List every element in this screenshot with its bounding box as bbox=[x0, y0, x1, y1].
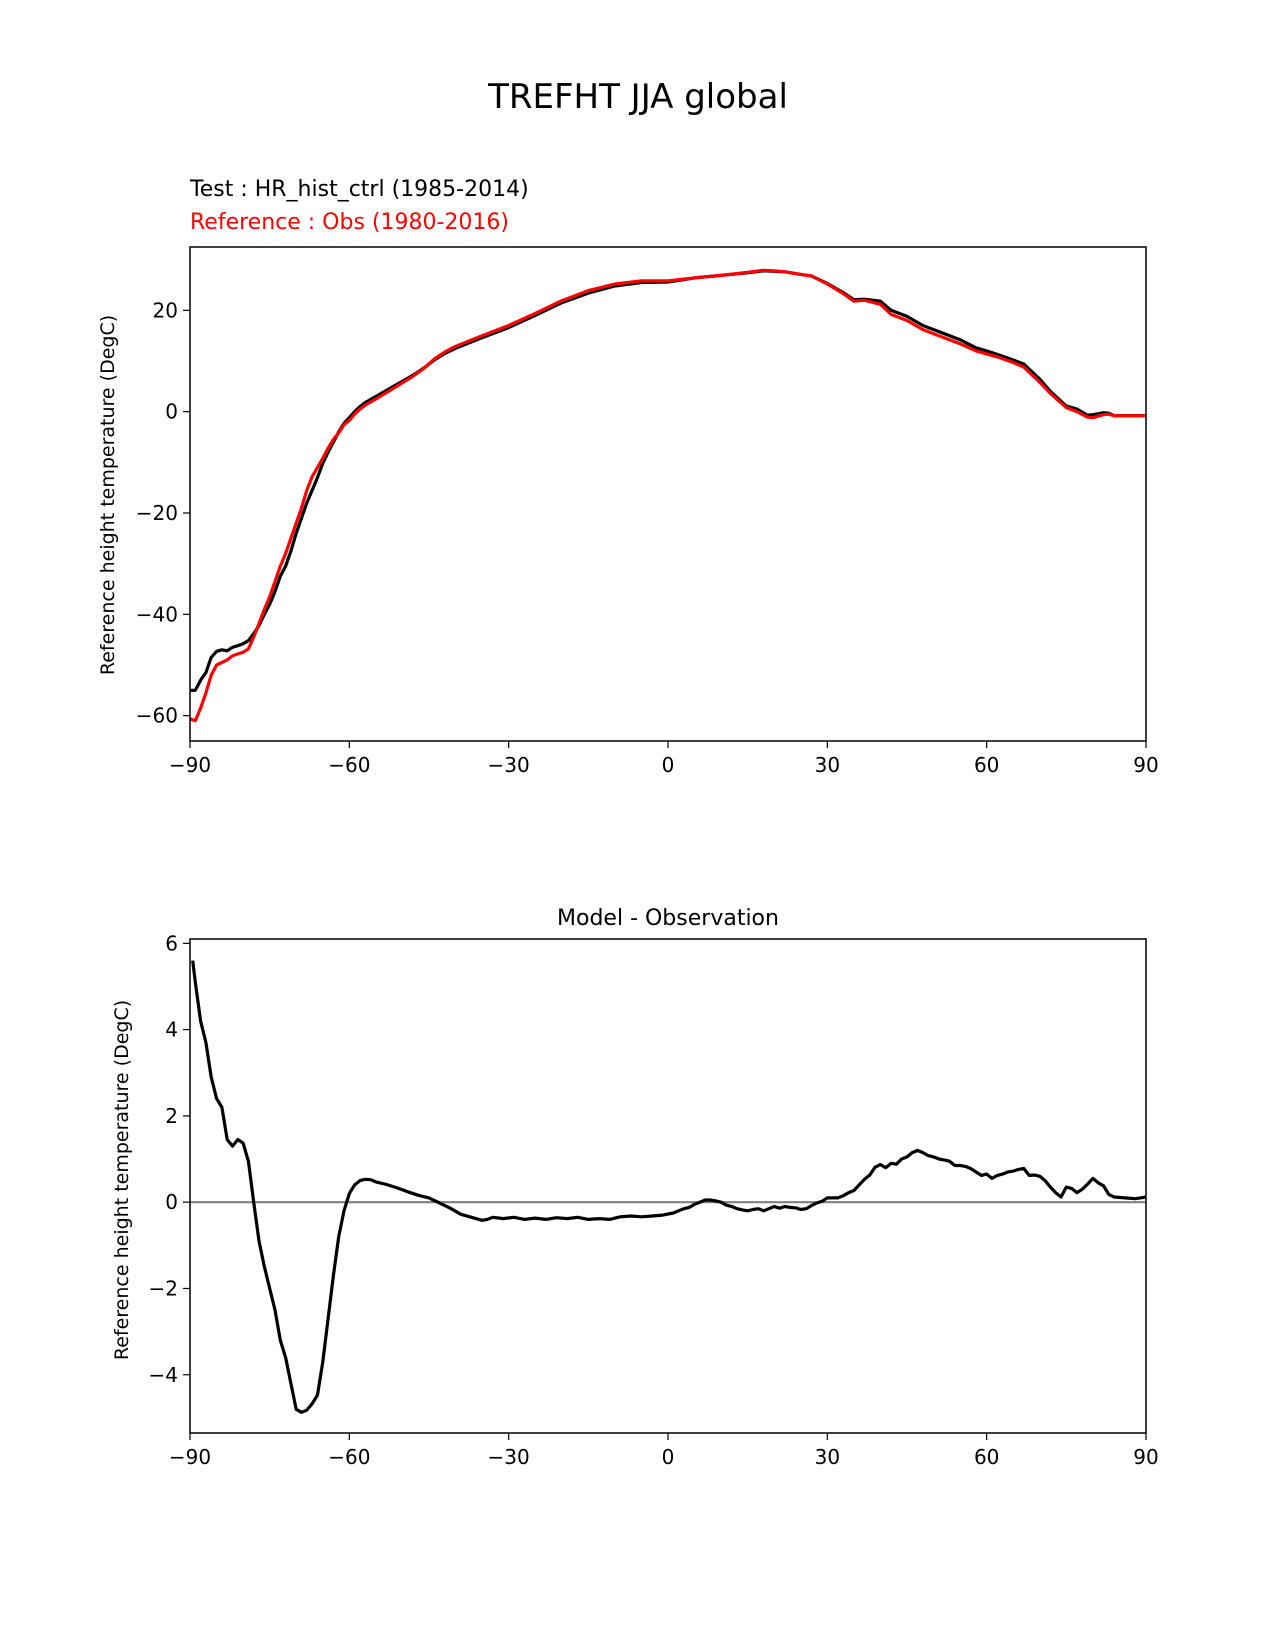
y-tick-label: −60 bbox=[136, 704, 178, 728]
bottom-axis-ticks: −90 −60 −30 0 30 60 90 −4 −2 0 2 4 6 bbox=[149, 931, 1159, 1469]
y-tick-label: 0 bbox=[165, 1190, 178, 1214]
bottom-y-axis-label: Reference height temperature (DegC) bbox=[111, 1000, 133, 1360]
x-tick-label: 90 bbox=[1133, 1445, 1158, 1469]
top-series-lines bbox=[189, 268, 1146, 723]
x-tick-label: −30 bbox=[488, 1445, 530, 1469]
x-tick-label: −30 bbox=[488, 753, 530, 777]
x-tick-label: 0 bbox=[662, 753, 675, 777]
top-y-axis-label: Reference height temperature (DegC) bbox=[97, 315, 119, 675]
bottom-series-lines bbox=[190, 960, 1147, 1414]
difference-title: Model - Observation bbox=[557, 906, 779, 931]
test-series-line bbox=[190, 269, 1146, 692]
x-tick-label: −60 bbox=[328, 1445, 370, 1469]
x-tick-label: −90 bbox=[169, 753, 211, 777]
figure-title: TREFHT JJA global bbox=[487, 77, 788, 117]
y-tick-label: 20 bbox=[153, 298, 178, 322]
top-axes-frame bbox=[189, 246, 1147, 742]
y-tick-label: −2 bbox=[149, 1276, 178, 1300]
y-tick-label: 6 bbox=[165, 931, 178, 955]
y-tick-label: −40 bbox=[136, 602, 178, 626]
x-tick-label: −90 bbox=[169, 1445, 211, 1469]
bottom-axes-frame bbox=[189, 938, 1147, 1434]
reference-series-line bbox=[189, 268, 1146, 723]
top-axis-ticks: −90 −60 −30 0 30 60 90 −60 −40 −20 0 20 bbox=[136, 298, 1159, 777]
y-tick-label: 4 bbox=[165, 1018, 178, 1042]
x-tick-label: 60 bbox=[974, 1445, 999, 1469]
bottom-panel: Model - Observation Reference height tem… bbox=[111, 906, 1159, 1469]
x-tick-label: 0 bbox=[662, 1445, 675, 1469]
reference-label: Reference : Obs (1980-2016) bbox=[190, 210, 509, 235]
x-tick-label: 30 bbox=[815, 753, 840, 777]
y-tick-label: −4 bbox=[149, 1363, 178, 1387]
x-tick-label: 30 bbox=[815, 1445, 840, 1469]
y-tick-label: 2 bbox=[165, 1104, 178, 1128]
y-tick-label: 0 bbox=[165, 400, 178, 424]
x-tick-label: 60 bbox=[974, 753, 999, 777]
test-series-line bbox=[191, 960, 1147, 1414]
top-panel: Test : HR_hist_ctrl (1985-2014) Referenc… bbox=[97, 177, 1159, 777]
y-tick-label: −20 bbox=[136, 501, 178, 525]
x-tick-label: −60 bbox=[328, 753, 370, 777]
x-tick-label: 90 bbox=[1133, 753, 1158, 777]
test-label: Test : HR_hist_ctrl (1985-2014) bbox=[189, 177, 529, 202]
